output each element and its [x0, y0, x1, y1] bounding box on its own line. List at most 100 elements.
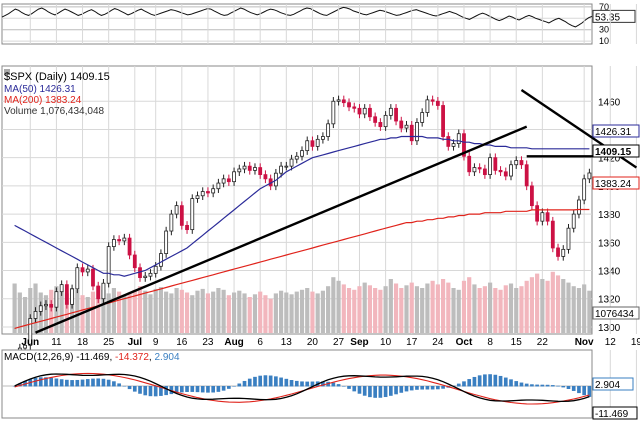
volume-bar	[216, 288, 221, 333]
candle-body	[503, 171, 508, 177]
volume-bar	[404, 285, 409, 333]
candle-body	[195, 195, 200, 199]
macd-hist-bar	[321, 381, 325, 387]
legend-volume: Volume 1,076,434,048	[4, 106, 105, 117]
candle-body	[321, 136, 325, 140]
macd-hist-bar	[122, 385, 127, 387]
macd-hist-bar	[200, 386, 205, 393]
macd-legend: MACD(12,26,9) -11.469, -14.372, 2.904	[4, 352, 180, 363]
last-price-tag-box	[592, 144, 640, 158]
candle-body	[44, 303, 48, 307]
macd-hist-bar	[530, 384, 534, 387]
volume-bar	[211, 291, 216, 333]
price-tick-label: 1340	[598, 267, 621, 278]
macd-hist-bar	[132, 386, 137, 392]
candle-body	[352, 106, 357, 109]
volume-bar	[289, 294, 294, 333]
macd-hist-bar	[535, 384, 539, 387]
volume-bar	[503, 285, 508, 333]
volume-bar	[137, 286, 143, 333]
macd-hist-bar	[96, 378, 101, 387]
volume-bar	[446, 282, 451, 333]
candle-body	[300, 150, 304, 157]
volume-bar	[221, 289, 226, 333]
volume-bar	[383, 286, 388, 333]
macd-hist-bar	[347, 386, 351, 389]
volume-bar	[127, 292, 132, 333]
volume-bar	[143, 290, 148, 333]
volume-bar	[399, 288, 404, 333]
macd-hist-bar	[488, 374, 492, 387]
volume-bar	[352, 289, 357, 333]
macd-hist-bar	[368, 386, 372, 398]
macd-hist-bar	[263, 375, 268, 387]
macd-hist-bar	[404, 386, 409, 392]
volume-bar	[263, 295, 268, 333]
volume-bar	[190, 295, 195, 333]
macd-hist-bar	[206, 386, 210, 393]
candle-body	[394, 107, 398, 122]
macd-hist-bar	[59, 379, 64, 387]
volume-bar	[456, 289, 461, 333]
volume-bar	[85, 297, 90, 333]
legend-marker	[4, 69, 10, 75]
macd-hist-bar	[524, 383, 529, 387]
macd-hist-bar	[409, 386, 414, 391]
rsi-line	[1, 6, 593, 28]
candle-body	[49, 303, 54, 308]
macd-hist-bar	[399, 386, 404, 393]
macd-hist-bar	[216, 386, 221, 392]
volume-bar	[440, 279, 446, 333]
volume-bar	[430, 280, 435, 333]
volume-bar	[357, 286, 362, 333]
candle-body	[545, 212, 550, 222]
candle-body	[75, 267, 80, 290]
volume-bar	[315, 293, 320, 333]
volume-bar	[294, 291, 299, 333]
volume-bar	[561, 279, 566, 333]
candle-body	[530, 185, 534, 207]
volume-bar	[305, 288, 310, 333]
volume-bar	[341, 284, 346, 333]
macd-hist-bar	[561, 386, 566, 388]
candle-body	[446, 136, 451, 147]
ma200-line	[14, 208, 590, 329]
macd-hist-bar	[545, 384, 550, 387]
price-tick-label: 1360	[598, 238, 621, 249]
date-tick-label: Sep	[350, 337, 368, 348]
date-tick-label: 16	[176, 337, 188, 348]
candle-body	[477, 167, 482, 170]
macd-hist-bar	[70, 380, 74, 387]
macd-hist-bar	[164, 386, 168, 396]
volume-bar	[205, 293, 211, 333]
volume-bar	[111, 288, 116, 333]
volume-bar	[70, 288, 75, 333]
macd-hist-bar	[352, 386, 357, 392]
candle-body	[148, 272, 153, 277]
macd-hist-bar	[247, 378, 252, 387]
candle-body	[70, 288, 74, 305]
candle-body	[566, 227, 571, 250]
volume-bar	[153, 288, 158, 333]
macd-hist-bar	[456, 383, 461, 387]
date-tick-label: Aug	[224, 337, 243, 348]
candle-body	[341, 99, 346, 104]
candle-body	[399, 120, 404, 129]
volume-bar	[336, 280, 341, 333]
macd-hist-bar	[294, 380, 299, 387]
volume-bar	[393, 283, 399, 333]
macd-value-tag: -11.469	[595, 409, 629, 420]
price-tick-label: 1380	[598, 210, 621, 221]
macd-hist-bar	[378, 386, 383, 398]
volume-bar	[367, 285, 373, 333]
candle-body	[577, 199, 581, 215]
candle-body	[514, 160, 519, 166]
macd-hist-bar	[430, 386, 435, 390]
volume-bar	[409, 282, 414, 333]
macd-hist-bar	[483, 374, 487, 387]
candle-body	[331, 100, 336, 125]
candle-body	[378, 122, 383, 128]
date-tick-label: 15	[511, 337, 523, 348]
